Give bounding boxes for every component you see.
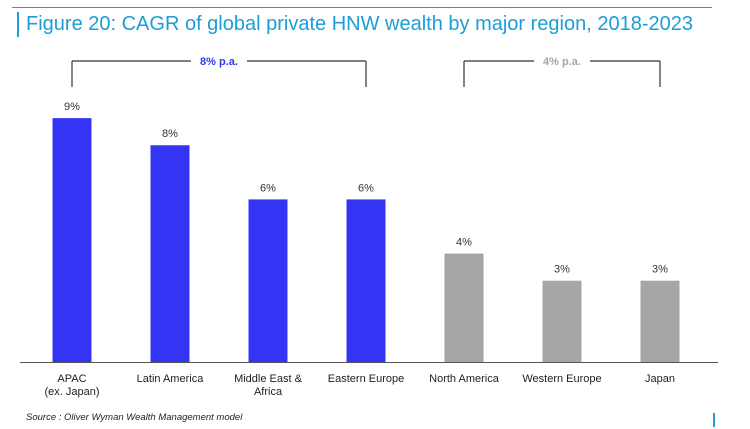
category-label: Eastern Europe <box>328 373 404 385</box>
data-label: 9% <box>64 101 80 113</box>
chart-title: Figure 20: CAGR of global private HNW we… <box>26 13 693 35</box>
bar <box>444 253 484 362</box>
category-label: Middle East & Africa <box>234 373 303 398</box>
data-label: 8% <box>162 128 178 140</box>
category-label: Western Europe <box>522 373 601 385</box>
data-label: 6% <box>358 182 374 194</box>
data-label: 3% <box>652 264 668 276</box>
data-label: 4% <box>456 237 472 249</box>
data-label: 3% <box>554 264 570 276</box>
category-label: APAC (ex. Japan) <box>44 373 99 398</box>
bar <box>542 280 582 362</box>
frame-right-rule <box>713 413 715 427</box>
source-note: Source : Oliver Wyman Wealth Management … <box>26 412 243 423</box>
bar <box>248 199 288 362</box>
bar <box>150 145 190 362</box>
data-label: 6% <box>260 182 276 194</box>
frame-left-rule <box>17 12 19 37</box>
bar <box>346 199 386 362</box>
bar <box>640 280 680 362</box>
category-label: North America <box>429 373 500 385</box>
frame-top-rule <box>12 7 712 8</box>
bracket-label: 8% p.a. <box>200 56 238 68</box>
category-label: Japan <box>645 373 675 385</box>
category-label: Latin America <box>137 373 205 385</box>
bar <box>52 118 92 363</box>
bracket-label: 4% p.a. <box>543 56 581 68</box>
